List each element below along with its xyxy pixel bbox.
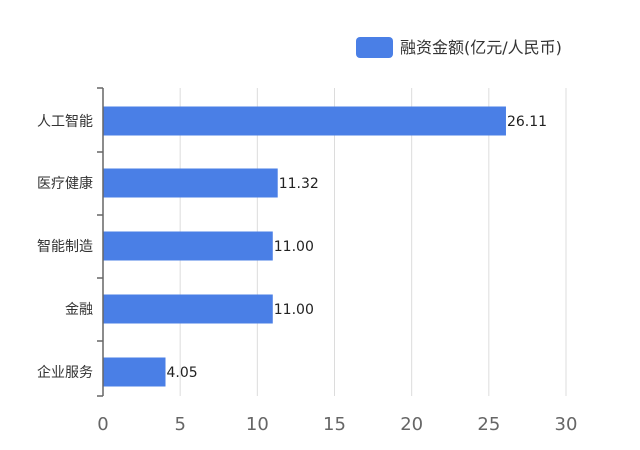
category-label-企业服务: 企业服务	[37, 364, 93, 381]
legend: 融资金额(亿元/人民币)	[356, 37, 562, 58]
bar-人工智能	[103, 106, 506, 136]
bar-企业服务	[103, 357, 166, 387]
category-label-医疗健康: 医疗健康	[37, 175, 93, 192]
x-tick-label-15: 15	[323, 414, 346, 435]
bar-智能制造	[103, 231, 273, 261]
category-label-智能制造: 智能制造	[37, 239, 93, 255]
bar-金融	[103, 294, 273, 324]
value-label-人工智能: 26.11	[507, 114, 547, 130]
legend-swatch	[356, 37, 393, 58]
x-tick-label-0: 0	[97, 414, 108, 435]
x-tick-label-20: 20	[400, 414, 423, 435]
value-label-企业服务: 4.05	[167, 365, 198, 381]
x-tick-label-10: 10	[246, 414, 269, 435]
x-tick-label-5: 5	[174, 414, 185, 435]
x-tick-label-30: 30	[555, 414, 578, 435]
value-label-智能制造: 11.00	[274, 239, 314, 255]
x-tick-label-25: 25	[477, 414, 500, 435]
value-label-金融: 11.00	[274, 302, 314, 318]
category-label-金融: 金融	[65, 302, 93, 318]
legend-label: 融资金额(亿元/人民币)	[400, 38, 562, 57]
bar-医疗健康	[103, 168, 278, 198]
category-label-人工智能: 人工智能	[37, 114, 93, 130]
bars: 26.11 11.32 11.00 11.00 4.05	[103, 106, 547, 387]
grid-lines	[179, 88, 567, 396]
value-label-医疗健康: 11.32	[279, 176, 319, 192]
